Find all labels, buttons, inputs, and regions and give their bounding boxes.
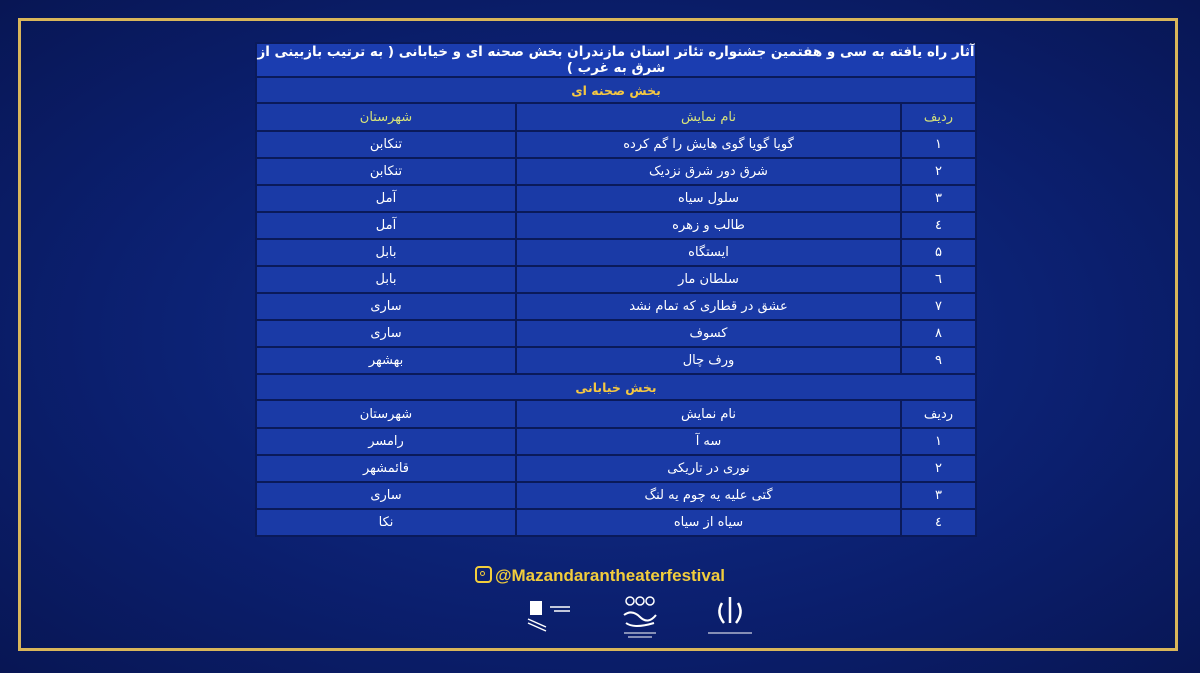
cell-name: طالب و زهره xyxy=(515,211,902,240)
cell-name: سه آ xyxy=(515,427,902,456)
cell-index: ٦ xyxy=(900,265,977,294)
instagram-handle: @Mazandarantheaterfestival xyxy=(0,566,1200,586)
stage-section-row: بخش صحنه ای xyxy=(255,76,977,104)
table-row: ۹ ورف چال بهشهر xyxy=(255,346,977,375)
table-row: ۸ کسوف ساری xyxy=(255,319,977,348)
section-label: بخش صحنه ای xyxy=(255,76,977,104)
gold-frame xyxy=(18,18,1178,651)
header-city: شهرستان xyxy=(255,102,517,132)
table-row: ۱ گویا گویا گوی هایش را گم کرده تنکابن xyxy=(255,130,977,159)
header-index: ردیف xyxy=(900,102,977,132)
header-index: ردیف xyxy=(900,399,977,429)
cell-city: تنکابن xyxy=(255,157,517,186)
culture-ministry-logo xyxy=(527,601,570,632)
cell-city: ساری xyxy=(255,292,517,321)
cell-city: بابل xyxy=(255,265,517,294)
cell-name: نوری در تاریکی xyxy=(515,454,902,483)
cell-index: ۱ xyxy=(900,427,977,456)
table-row: ۵ ایستگاه بابل xyxy=(255,238,977,267)
cell-name: ایستگاه xyxy=(515,238,902,267)
table-row: ۷ عشق در قطاری که تمام نشد ساری xyxy=(255,292,977,321)
cell-index: ۲ xyxy=(900,454,977,483)
cell-city: ساری xyxy=(255,481,517,510)
cell-name: گتی علیه یه چوم یه لنگ xyxy=(515,481,902,510)
cell-city: آمل xyxy=(255,211,517,240)
cell-city: بهشهر xyxy=(255,346,517,375)
iran-emblem-logo xyxy=(708,597,752,634)
section-label: بخش خیابانی xyxy=(255,373,977,401)
cell-name: عشق در قطاری که تمام نشد xyxy=(515,292,902,321)
theater-association-logo xyxy=(623,596,657,638)
header-row: ردیف نام نمایش شهرستان xyxy=(255,102,977,132)
results-table: آثار راه یافته به سی و هفتمین جشنواره تئ… xyxy=(255,42,977,537)
table-row: ٤ سیاه از سیاه نکا xyxy=(255,508,977,537)
cell-index: ٤ xyxy=(900,508,977,537)
header-row: ردیف نام نمایش شهرستان xyxy=(255,399,977,429)
cell-city: تنکابن xyxy=(255,130,517,159)
table-row: ۲ نوری در تاریکی قائمشهر xyxy=(255,454,977,483)
table-row: ۳ گتی علیه یه چوم یه لنگ ساری xyxy=(255,481,977,510)
table-title: آثار راه یافته به سی و هفتمین جشنواره تئ… xyxy=(255,42,977,78)
cell-index: ۳ xyxy=(900,184,977,213)
table-row: ۲ شرق دور شرق نزدیک تنکابن xyxy=(255,157,977,186)
instagram-icon xyxy=(474,566,492,583)
cell-index: ۹ xyxy=(900,346,977,375)
street-section-row: بخش خیابانی xyxy=(255,373,977,401)
cell-name: ورف چال xyxy=(515,346,902,375)
header-name: نام نمایش xyxy=(515,399,902,429)
cell-index: ۷ xyxy=(900,292,977,321)
table-row: ٤ طالب و زهره آمل xyxy=(255,211,977,240)
cell-index: ۵ xyxy=(900,238,977,267)
cell-index: ۱ xyxy=(900,130,977,159)
table-row: ٦ سلطان مار بابل xyxy=(255,265,977,294)
cell-city: ساری xyxy=(255,319,517,348)
cell-name: شرق دور شرق نزدیک xyxy=(515,157,902,186)
cell-city: رامسر xyxy=(255,427,517,456)
cell-index: ۸ xyxy=(900,319,977,348)
table-row: ۳ سلول سیاه آمل xyxy=(255,184,977,213)
cell-name: سلطان مار xyxy=(515,265,902,294)
cell-city: نکا xyxy=(255,508,517,537)
cell-name: سلول سیاه xyxy=(515,184,902,213)
cell-name: کسوف xyxy=(515,319,902,348)
cell-index: ٤ xyxy=(900,211,977,240)
header-city: شهرستان xyxy=(255,399,517,429)
cell-name: گویا گویا گوی هایش را گم کرده xyxy=(515,130,902,159)
table-row: ۱ سه آ رامسر xyxy=(255,427,977,456)
sponsor-logos xyxy=(520,592,760,642)
cell-city: آمل xyxy=(255,184,517,213)
cell-city: بابل xyxy=(255,238,517,267)
cell-name: سیاه از سیاه xyxy=(515,508,902,537)
header-name: نام نمایش xyxy=(515,102,902,132)
cell-index: ۳ xyxy=(900,481,977,510)
cell-city: قائمشهر xyxy=(255,454,517,483)
cell-index: ۲ xyxy=(900,157,977,186)
